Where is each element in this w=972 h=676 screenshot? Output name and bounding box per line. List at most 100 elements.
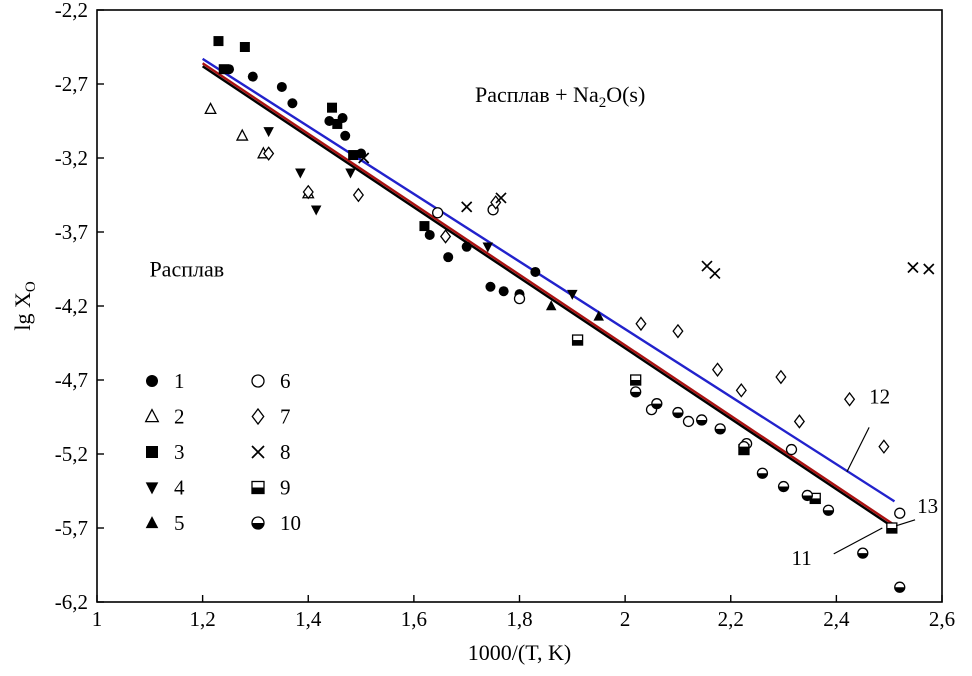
data-point-series-7 <box>635 316 647 332</box>
y-tick-label: -4,7 <box>55 368 88 392</box>
legend-label-7: 7 <box>280 405 291 429</box>
data-point-series-1 <box>287 98 298 109</box>
legend-marker-10 <box>251 516 265 530</box>
data-point-series-10 <box>714 423 726 435</box>
data-point-series-6 <box>682 415 695 428</box>
data-point-series-9 <box>630 374 642 386</box>
y-tick-label: -5,2 <box>55 442 88 466</box>
data-point-series-3 <box>348 150 359 161</box>
data-point-series-7 <box>263 146 275 161</box>
data-point-series-1 <box>340 130 351 141</box>
data-point-series-4 <box>482 242 494 253</box>
y-axis-label: lg XO <box>10 281 39 331</box>
x-axis-label: 1000/(T, K) <box>468 640 571 665</box>
data-point-series-7 <box>439 229 452 244</box>
data-point-series-10 <box>894 581 906 593</box>
line-label-12: 12 <box>869 385 890 409</box>
data-point-series-3 <box>332 118 343 129</box>
data-point-series-8 <box>923 263 935 275</box>
legend-marker-4 <box>145 482 159 495</box>
data-point-series-10 <box>630 386 642 398</box>
data-point-series-3 <box>239 42 250 52</box>
series-3 <box>213 36 430 232</box>
leader-line-13 <box>895 519 916 527</box>
data-point-series-5 <box>593 310 604 321</box>
legend-marker-3 <box>146 446 158 458</box>
annotation-melt-na2o: Расплав + Na2O(s) <box>475 82 645 111</box>
series-10 <box>630 386 906 593</box>
data-point-series-7 <box>711 362 724 377</box>
legend-marker-9 <box>251 480 265 495</box>
data-point-series-1 <box>324 116 335 126</box>
data-point-series-3 <box>213 36 224 47</box>
leader-line-12 <box>846 427 870 473</box>
series-2 <box>204 102 315 199</box>
legend-label-1: 1 <box>174 369 185 393</box>
legend-label-3: 3 <box>174 440 185 464</box>
data-point-series-3 <box>218 64 229 75</box>
legend-label-5: 5 <box>174 511 185 535</box>
x-tick-label: 1,2 <box>190 607 216 631</box>
data-point-series-10 <box>738 440 750 453</box>
line-label-13: 13 <box>917 494 938 518</box>
data-point-series-6 <box>785 443 798 456</box>
data-point-series-8 <box>709 267 721 280</box>
data-point-series-4 <box>310 205 322 216</box>
data-point-series-4 <box>567 289 578 300</box>
data-point-series-10 <box>651 398 663 410</box>
data-point-series-1 <box>356 148 367 159</box>
data-point-series-10 <box>777 480 790 493</box>
data-point-series-3 <box>419 221 430 232</box>
data-point-series-7 <box>878 439 890 454</box>
data-point-series-7 <box>844 391 856 407</box>
data-point-series-2 <box>235 128 249 141</box>
legend-label-4: 4 <box>174 476 185 500</box>
data-point-series-7 <box>735 383 747 398</box>
x-tick-label: 1 <box>92 607 103 631</box>
x-tick-label: 2,4 <box>823 607 850 631</box>
y-tick-label: -5,7 <box>55 516 88 540</box>
data-point-series-10 <box>672 406 684 419</box>
y-tick-label: -3,7 <box>55 220 88 244</box>
data-point-series-8 <box>907 261 919 274</box>
data-point-series-8 <box>358 152 370 164</box>
annotation-melt: Расплав <box>149 256 224 281</box>
data-point-series-10 <box>857 547 869 559</box>
legend-label-8: 8 <box>280 440 291 464</box>
data-point-series-6 <box>894 507 906 519</box>
x-tick-label: 1,8 <box>506 607 532 631</box>
legend-marker-5 <box>145 516 159 529</box>
data-point-series-4 <box>295 168 306 179</box>
data-point-series-6 <box>431 207 444 219</box>
legend-label-9: 9 <box>280 476 291 500</box>
legend-marker-6 <box>251 374 265 388</box>
data-point-series-10 <box>801 489 813 502</box>
fit-line-13 <box>201 65 896 529</box>
data-point-series-1 <box>461 241 472 252</box>
data-point-series-9 <box>886 522 898 534</box>
legend-marker-8 <box>251 445 265 459</box>
legend-label-10: 10 <box>280 511 301 535</box>
data-point-series-4 <box>263 127 274 138</box>
series-5 <box>545 300 604 321</box>
data-point-series-7 <box>352 187 364 203</box>
series-4 <box>263 127 578 300</box>
data-point-series-3 <box>327 102 338 113</box>
data-point-series-1 <box>485 281 496 292</box>
line-label-11: 11 <box>791 546 811 570</box>
data-point-series-1 <box>424 229 435 240</box>
y-tick-label: -6,2 <box>55 590 88 614</box>
fit-line-12 <box>201 57 896 503</box>
data-point-series-1 <box>247 71 258 82</box>
data-point-series-7 <box>793 414 805 429</box>
data-point-series-10 <box>696 414 708 426</box>
data-point-series-7 <box>775 369 787 385</box>
legend-label-2: 2 <box>174 405 185 429</box>
data-point-series-10 <box>822 504 835 516</box>
legend-marker-1 <box>146 375 158 387</box>
data-point-series-1 <box>443 252 454 263</box>
x-tick-label: 2 <box>620 607 631 631</box>
data-point-series-1 <box>276 81 287 92</box>
